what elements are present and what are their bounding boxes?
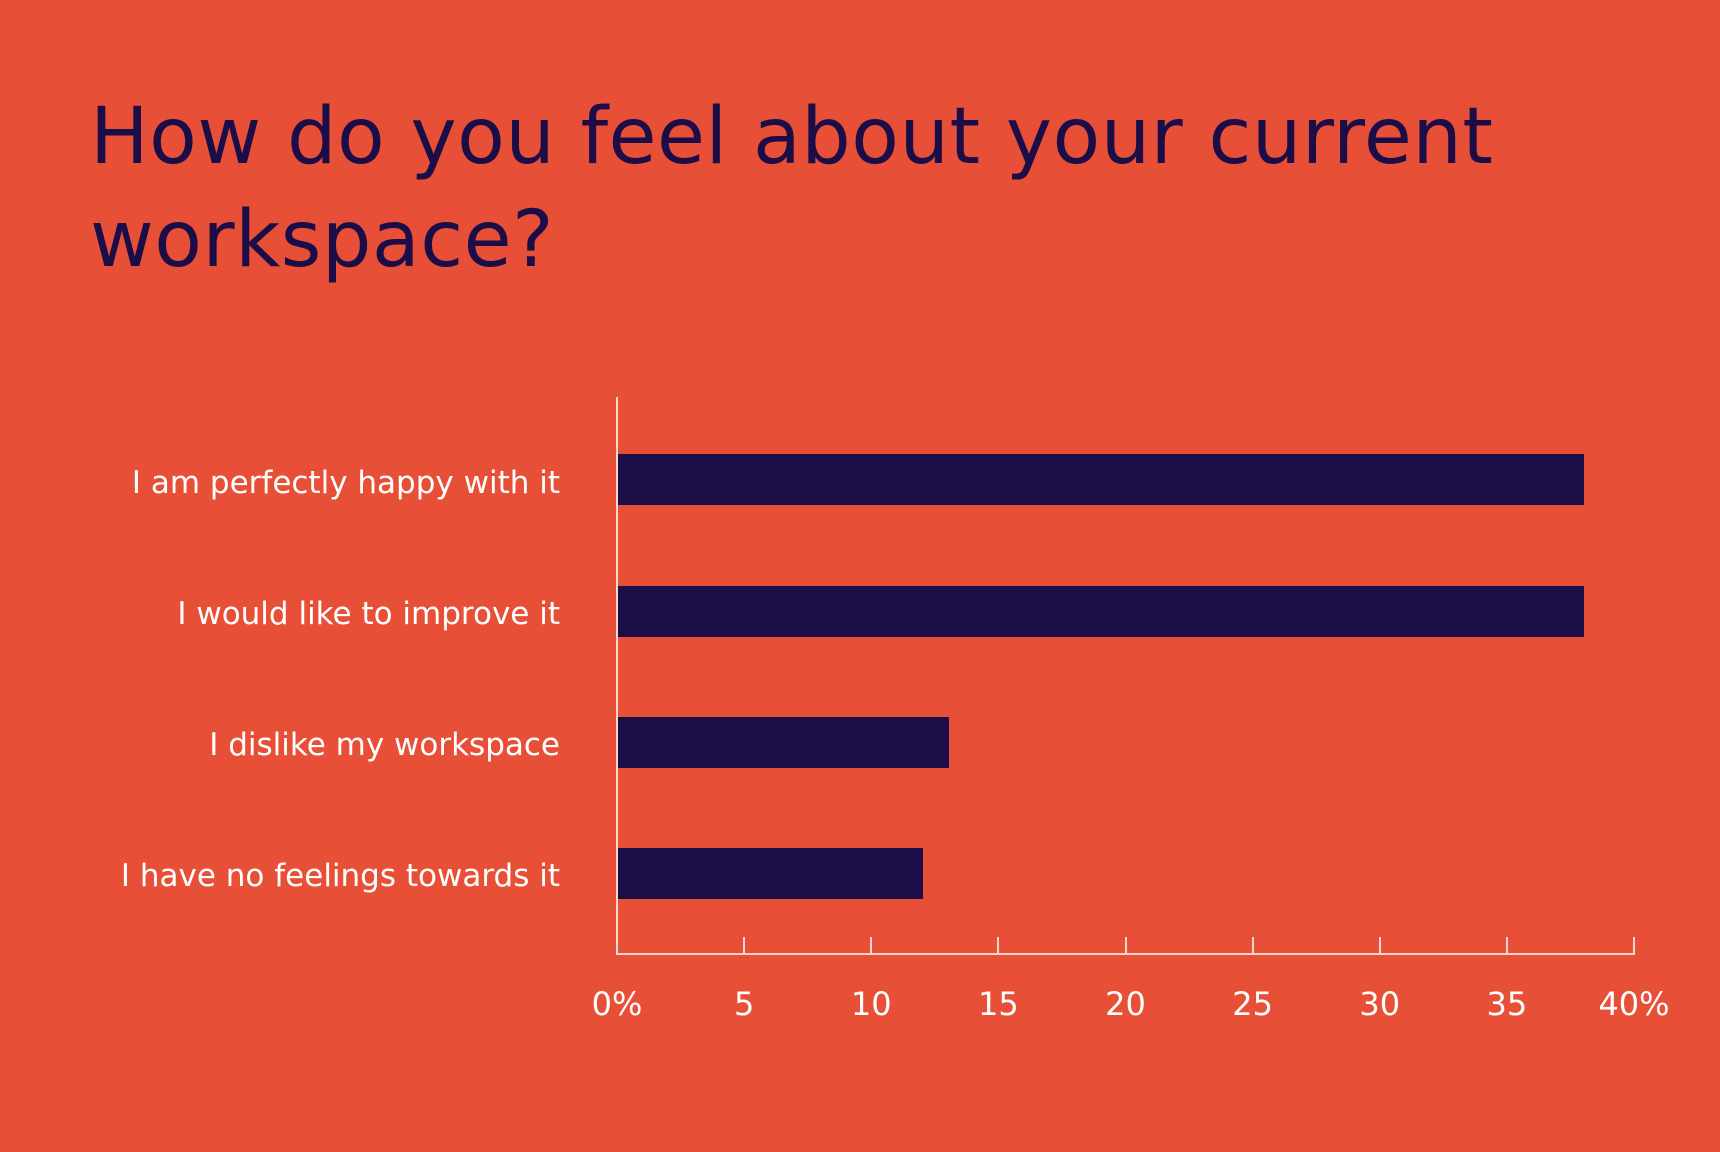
- x-tick: [1378, 937, 1381, 954]
- x-tick-label: 20: [1105, 985, 1146, 1023]
- x-tick-label: 35: [1486, 985, 1528, 1023]
- x-tick: [1251, 937, 1254, 954]
- x-tick: [870, 937, 873, 954]
- x-tick: [997, 937, 1000, 954]
- bar-would-like-to-improve: [618, 586, 1585, 637]
- y-axis-line: [616, 397, 618, 955]
- x-tick: [1633, 937, 1635, 954]
- bar-no-feelings: [618, 848, 924, 899]
- x-tick: [743, 937, 746, 954]
- x-tick-label: 40%: [1598, 985, 1670, 1023]
- bar-dislike-workspace: [618, 717, 949, 768]
- category-label: I would like to improve it: [177, 596, 560, 632]
- x-tick-label: 10: [850, 985, 892, 1023]
- category-label: I am perfectly happy with it: [131, 465, 560, 501]
- chart-title: How do you feel about your current works…: [90, 92, 1494, 285]
- x-axis-line: [616, 953, 1635, 955]
- bar-perfectly-happy: [618, 454, 1585, 505]
- category-label: I have no feelings towards it: [120, 858, 560, 894]
- category-label: I dislike my workspace: [209, 727, 560, 763]
- x-tick-label: 0%: [591, 985, 643, 1023]
- x-tick: [1124, 937, 1127, 954]
- x-tick-label: 25: [1232, 985, 1273, 1023]
- x-tick-label: 15: [978, 985, 1019, 1023]
- x-tick: [1505, 937, 1508, 954]
- x-tick-label: 5: [733, 985, 755, 1023]
- x-tick-label: 30: [1359, 985, 1401, 1023]
